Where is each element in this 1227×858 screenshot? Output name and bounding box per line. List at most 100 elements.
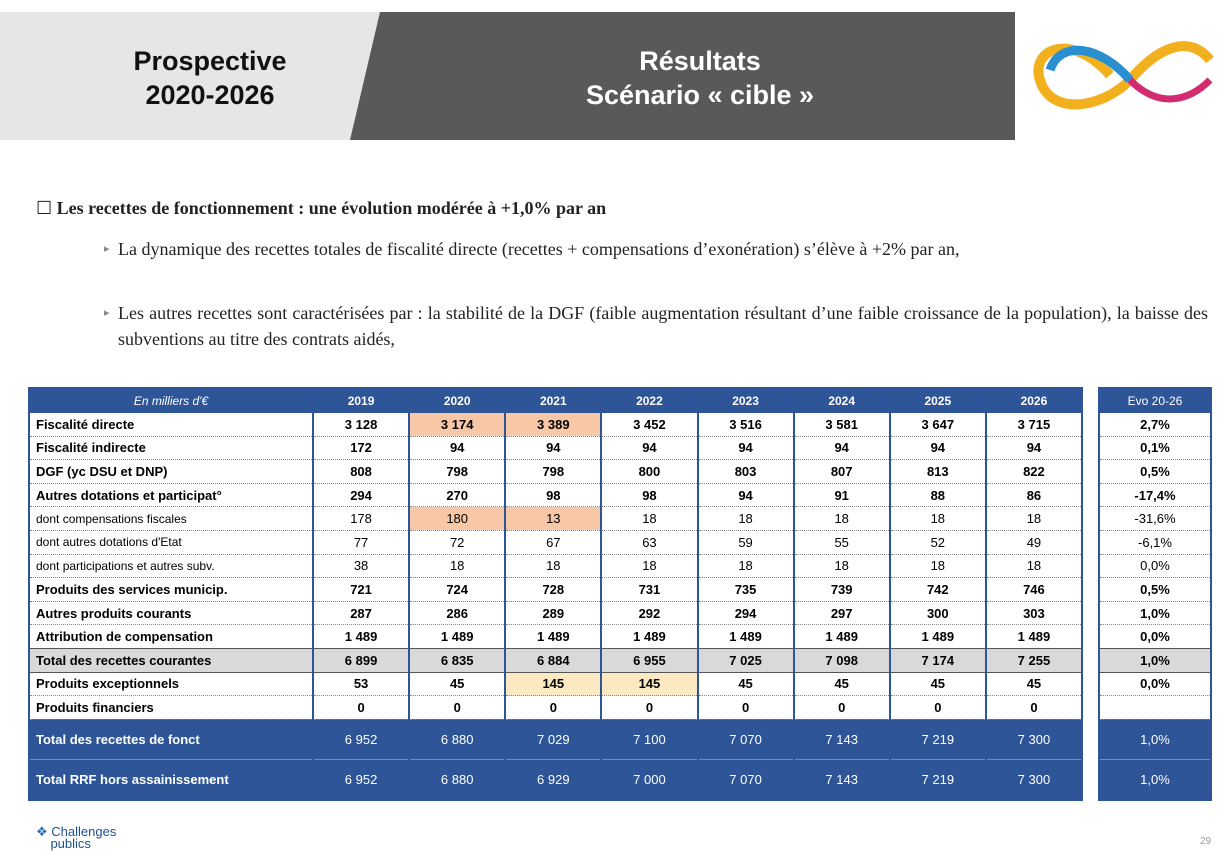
- evo-cell: 1,0%: [1099, 759, 1211, 801]
- year-header: 2025: [888, 388, 986, 413]
- cell: 145: [504, 672, 602, 697]
- text: Challenges: [51, 824, 117, 839]
- table-row: DGF (yc DSU et DNP) 808 798 798 800 803 807 813…: [29, 459, 1082, 484]
- cell: 724: [408, 577, 506, 602]
- logo: [1033, 41, 1214, 110]
- cell: 18: [600, 554, 698, 579]
- row-label: DGF (yc DSU et DNP): [29, 459, 313, 484]
- cell: 94: [600, 436, 698, 461]
- cell: 3 647: [888, 413, 986, 437]
- cell: 807: [792, 459, 890, 484]
- cell: 77: [311, 530, 410, 555]
- cell: 172: [311, 436, 410, 461]
- evo-row: 0,5%: [1099, 577, 1211, 602]
- evo-cell: -17,4%: [1099, 483, 1211, 508]
- evo-header: Evo 20-26: [1099, 388, 1211, 413]
- evo-table: Evo 20-26 2,7% 0,1% 0,5% -17,4% -31,6% -6,1% 0,…: [1098, 387, 1212, 801]
- cell: 728: [504, 577, 602, 602]
- row-label: Produits exceptionnels: [29, 672, 313, 697]
- bullet-dot: ▸: [104, 307, 110, 319]
- cell: 98: [600, 483, 698, 508]
- row-label: Total RRF hors assainissement: [29, 759, 313, 801]
- evo-cell: 0,0%: [1099, 554, 1211, 579]
- cell: 94: [792, 436, 890, 461]
- cell: 0: [792, 695, 890, 720]
- evo-cell: 1,0%: [1099, 601, 1211, 626]
- cell: 0: [696, 695, 794, 720]
- evo-cell: -31,6%: [1099, 506, 1211, 531]
- cell: 94: [696, 483, 794, 508]
- year-header: 2024: [792, 388, 890, 413]
- evo-cell: -6,1%: [1099, 530, 1211, 555]
- cell: 303: [984, 601, 1082, 626]
- cell: 98: [504, 483, 602, 508]
- logo-swoosh: [1127, 77, 1213, 103]
- cell: 731: [600, 577, 698, 602]
- cell: 94: [888, 436, 986, 461]
- table-row: dont participations et autres subv. 38 18 1…: [29, 554, 1082, 579]
- table-row: Fiscalité directe 3 128 3 174 3 389 3 452 3 5…: [29, 413, 1082, 437]
- cell: 7 300: [984, 719, 1082, 760]
- cell: 297: [792, 601, 890, 626]
- evo-row: 0,5%: [1099, 459, 1211, 484]
- evo-row: [1099, 695, 1211, 720]
- unit-header: En milliers d'€: [29, 388, 313, 413]
- cell: 52: [888, 530, 986, 555]
- cell: 94: [504, 436, 602, 461]
- cell: 0: [888, 695, 986, 720]
- table-row: Autres dotations et participat° 294 270 98 9…: [29, 483, 1082, 508]
- cell: 72: [408, 530, 506, 555]
- text: Les recettes de fonctionnement : une évo…: [56, 198, 607, 218]
- bullet-dot: ▸: [104, 243, 110, 255]
- cell: 0: [600, 695, 698, 720]
- cell: 18: [504, 554, 602, 579]
- cell: 1 489: [696, 624, 794, 649]
- cell: 7 219: [888, 719, 986, 760]
- cell: 7 025: [696, 647, 794, 673]
- cell: 1 489: [504, 624, 602, 649]
- cell: 1 489: [984, 624, 1082, 649]
- cell: 7 070: [696, 759, 794, 801]
- evo-row: -17,4%: [1099, 483, 1211, 508]
- cell: 7 098: [792, 647, 890, 673]
- cell: 6 880: [408, 719, 506, 760]
- evo-row: -31,6%: [1099, 506, 1211, 531]
- cell: 6 955: [600, 647, 698, 673]
- cell: 286: [408, 601, 506, 626]
- cell: 0: [311, 695, 410, 720]
- cell: 803: [696, 459, 794, 484]
- cell: 7 255: [984, 647, 1082, 673]
- text: 2020-2026: [145, 80, 275, 110]
- text: publics: [50, 836, 91, 851]
- text: La dynamique des recettes totales de fis…: [118, 239, 960, 259]
- cell: 18: [792, 506, 890, 531]
- table-row: Fiscalité indirecte 172 94 94 94 94 94 94 94: [29, 436, 1082, 461]
- cell: 7 143: [792, 719, 890, 760]
- cell: 45: [696, 672, 794, 697]
- cell: 13: [504, 506, 602, 531]
- cell: 3 389: [504, 413, 602, 437]
- cell: 45: [984, 672, 1082, 697]
- row-label: dont autres dotations d'Etat: [29, 530, 313, 555]
- cell: 0: [984, 695, 1082, 720]
- bullet: ▸ La dynamique des recettes totales de fi…: [104, 236, 1208, 262]
- header-left: [0, 12, 380, 140]
- cell: 813: [888, 459, 986, 484]
- cell: 6 899: [311, 647, 410, 673]
- text: Prospective: [133, 46, 287, 76]
- row-label: Produits des services municip.: [29, 577, 313, 602]
- cell: 7 029: [504, 719, 602, 760]
- cell: 45: [792, 672, 890, 697]
- table-row: Autres produits courants 287 286 289 292 294 2…: [29, 601, 1082, 626]
- cell: 292: [600, 601, 698, 626]
- cell: 3 715: [984, 413, 1082, 437]
- cell: 287: [311, 601, 410, 626]
- cell: 88: [888, 483, 986, 508]
- evo-row: 0,1%: [1099, 436, 1211, 461]
- cell: 53: [311, 672, 410, 697]
- cell: 742: [888, 577, 986, 602]
- year-header: 2022: [600, 388, 698, 413]
- cell: 55: [792, 530, 890, 555]
- cell: 1 489: [311, 624, 410, 649]
- table-row: Produits exceptionnels 53 45 145 145 45 45 45 45: [29, 672, 1082, 697]
